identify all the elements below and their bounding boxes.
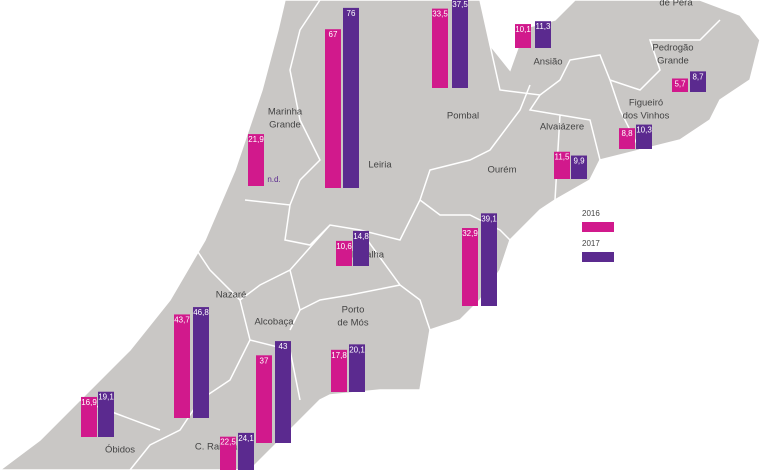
bar (325, 29, 341, 189)
value-label: 21,9 (248, 135, 264, 144)
value-label: 43 (279, 342, 288, 351)
value-label: 43,7 (174, 315, 190, 324)
municipality-name: de Mós (337, 318, 368, 329)
value-label: 10,6 (336, 242, 352, 251)
value-label: 33,5 (432, 10, 448, 19)
municipality-name: Óbidos (105, 445, 135, 456)
municipality-name: Alcobaça (254, 317, 294, 328)
value-label: 19,1 (98, 393, 114, 402)
bar (275, 341, 291, 443)
value-label: 46,8 (193, 308, 209, 317)
municipality-name: Porto (342, 305, 365, 316)
municipality-name: Pedrogão (652, 43, 693, 54)
value-label: 37,5 (452, 0, 468, 9)
value-label: 11,3 (536, 22, 552, 31)
bar (672, 78, 688, 92)
value-label: 10,3 (636, 126, 652, 135)
bar (432, 8, 448, 89)
bar (452, 0, 468, 88)
value-label: 22,5 (220, 438, 236, 447)
bar (336, 240, 352, 266)
bar (343, 7, 359, 188)
value-label: 67 (329, 30, 338, 39)
municipality-name: Ourém (487, 165, 516, 176)
value-label: 32,9 (462, 229, 478, 238)
bar (690, 71, 706, 92)
bar (571, 155, 587, 179)
municipality-name: de Pêra (659, 0, 693, 9)
legend-swatch (582, 222, 614, 232)
bar (554, 151, 570, 179)
bar (174, 314, 190, 418)
bar (619, 128, 635, 149)
value-label: 37 (260, 356, 269, 365)
value-label: 9,9 (573, 157, 585, 166)
municipality-name: Grande (269, 120, 301, 131)
value-label: 10,1 (515, 25, 531, 34)
municipality-name: Alvaiázere (540, 122, 584, 133)
bar (535, 21, 551, 48)
bar (353, 230, 369, 266)
municipality-name: Nazaré (216, 290, 247, 301)
municipality-name: dos Vinhos (623, 111, 670, 122)
bar (98, 391, 114, 437)
legend-label: 2016 (582, 209, 600, 218)
municipality-name: Grande (657, 56, 689, 67)
bar (462, 228, 478, 306)
value-label: 17,8 (331, 351, 347, 360)
municipality-name: Marinha (268, 107, 303, 118)
value-label: 8,8 (621, 129, 633, 138)
municipality-name: Pombal (447, 111, 479, 122)
value-label: 76 (347, 9, 356, 18)
bar (636, 124, 652, 149)
bar (331, 349, 347, 392)
bar (481, 213, 497, 306)
value-label: 8,7 (692, 72, 704, 81)
municipality-name: Leiria (368, 160, 392, 171)
bar (220, 436, 236, 470)
value-label: 14,8 (353, 232, 369, 241)
value-label: 20,1 (349, 345, 365, 354)
municipality-name: C. Rainha (195, 442, 238, 453)
value-label: 11,5 (555, 153, 571, 162)
no-data-label: n.d. (267, 175, 280, 184)
value-label: 16,9 (81, 398, 97, 407)
bar (193, 307, 209, 418)
legend-label: 2017 (582, 239, 600, 248)
bar (256, 355, 272, 443)
value-label: 39,1 (481, 214, 497, 223)
value-label: 24,1 (238, 434, 254, 443)
bar (248, 134, 264, 186)
municipality-name: Figueiró (629, 98, 663, 109)
municipality-name: Ansião (533, 57, 562, 68)
bar (515, 24, 531, 48)
value-label: 5,7 (674, 79, 686, 88)
legend-swatch (582, 252, 614, 262)
bar (238, 432, 254, 470)
bar (81, 396, 97, 437)
bar (349, 344, 365, 392)
